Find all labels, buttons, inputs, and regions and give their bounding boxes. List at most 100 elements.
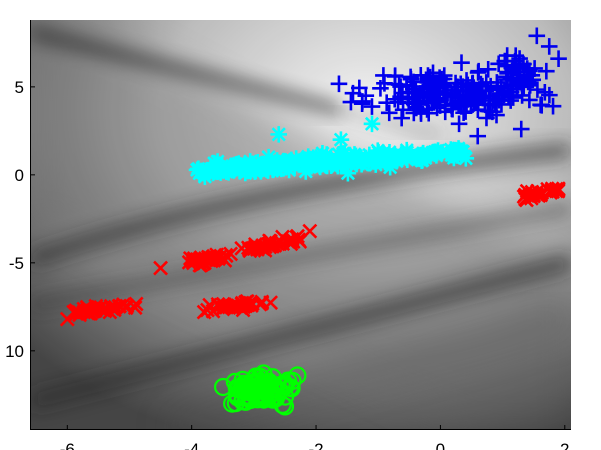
point-x [153,260,169,276]
x-tick-label: -2 [308,440,323,450]
x-tick-label: -6 [60,440,75,450]
point-plus [394,101,412,119]
point-plus [444,95,461,113]
point-star [368,152,386,170]
point-plus [496,82,513,100]
point-circle [288,366,307,385]
point-x [69,306,84,322]
y-axis-ticks: 5 0 -5 10 [5,78,35,361]
point-x [80,304,96,320]
point-star [323,154,341,172]
point-star [457,150,475,167]
point-star [339,164,357,182]
point-star [360,154,377,172]
point-plus [524,71,542,89]
x-tick-label: 2 [560,440,569,450]
point-plus [498,56,515,74]
point-star [337,150,355,168]
point-star [300,156,318,174]
point-plus [405,104,423,122]
point-plus [550,50,567,68]
y-tick-label: 0 [15,166,24,185]
point-x [516,189,532,204]
point-x [208,250,224,266]
point-star [329,156,347,173]
point-star [445,149,463,167]
point-plus [475,89,492,106]
x-tick-label: -4 [184,440,199,450]
point-star [333,147,350,165]
point-x [106,302,122,318]
series-star [188,115,475,185]
point-plus [453,54,470,72]
point-x [118,299,134,315]
point-star [220,163,237,181]
point-plus [526,60,543,77]
point-x [238,294,253,310]
point-x [79,300,95,316]
point-star [381,153,399,170]
point-star [283,151,300,169]
point-star [297,163,315,180]
point-x [285,234,301,250]
point-star [454,143,472,161]
point-star [381,143,398,161]
point-plus [521,91,538,109]
point-plus [363,98,381,115]
series-circle [214,364,307,416]
point-plus [455,104,472,122]
point-star [347,147,365,165]
point-plus [536,84,554,101]
point-star [231,162,248,179]
y-tick-label: 5 [15,78,24,97]
point-star [258,160,275,178]
point-star [392,146,410,163]
series-x [59,181,566,327]
point-star [363,115,381,133]
point-star [426,143,443,161]
point-star [240,158,257,176]
point-plus [540,38,558,55]
point-plus [412,66,430,84]
point-plus [490,55,507,73]
y-tick-label: -5 [9,254,24,273]
point-x [91,300,107,316]
point-star [308,150,325,168]
point-plus [424,64,442,82]
point-x [254,295,270,311]
point-x [185,255,201,271]
scatter-marks [59,27,567,416]
point-plus [400,84,418,101]
plot-area [30,20,571,430]
point-plus [330,75,348,93]
point-plus [489,79,506,96]
point-circle [214,377,233,397]
point-star [190,160,207,178]
point-plus [426,89,444,107]
point-plus [435,76,452,93]
point-star [353,151,371,169]
point-plus [538,62,555,80]
point-x [267,237,283,253]
point-plus [378,94,395,112]
point-star [260,148,277,166]
point-x [550,182,566,198]
point-plus [512,120,530,138]
point-plus [351,79,368,97]
point-circle [283,371,302,390]
point-star [317,152,335,170]
point-x [246,241,262,257]
point-plus [509,70,527,88]
point-x [302,223,318,239]
point-plus [470,62,487,80]
point-x [59,311,75,327]
point-circle [254,386,273,405]
point-plus [420,104,438,122]
point-star [413,146,431,164]
point-circle [223,394,242,413]
axes: -6 -4 -2 0 2 5 0 -5 10 [5,20,571,450]
point-plus [478,109,495,127]
point-plus [412,103,430,120]
point-plus [450,115,468,133]
